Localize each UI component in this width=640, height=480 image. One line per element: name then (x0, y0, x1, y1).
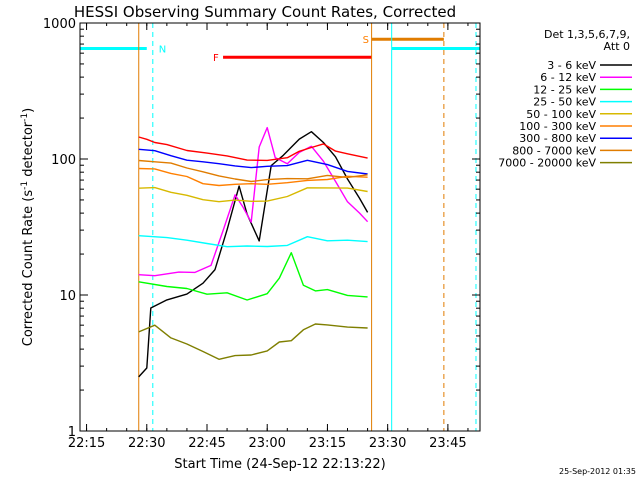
annotations: N F S (80, 23, 480, 431)
legend-label: 7000 - 20000 keV (498, 157, 596, 170)
legend-label: 50 - 100 keV (526, 108, 596, 121)
legend-header-line2: Att 0 (604, 40, 630, 53)
series-line (138, 186, 368, 203)
y-axis-label-sup1: -1 (20, 181, 30, 190)
legend-label: 12 - 25 keV (533, 83, 596, 96)
y-axis-label-mid: detector (21, 121, 36, 181)
chart-title: HESSI Observing Summary Count Rates, Cor… (74, 3, 456, 21)
series-line (138, 235, 368, 248)
y-axis-label-end: ) (21, 108, 36, 113)
series-layer (138, 126, 369, 378)
series-line (138, 159, 368, 183)
y-tick-label: 1 (68, 425, 76, 440)
y-axis-label-sup2: -1 (20, 113, 30, 122)
x-tick-label: 22:15 (68, 436, 105, 451)
x-tick-label: 23:30 (369, 436, 406, 451)
x-tick-label: 23:15 (309, 436, 346, 451)
series-line (138, 323, 368, 360)
legend-header-line1: Det 1,3,5,6,7,9, (544, 28, 630, 41)
legend-label: 25 - 50 keV (533, 96, 596, 109)
marker-label-s: S (363, 35, 369, 46)
y-axis-label-main: Corrected Count Rate (s (21, 190, 36, 347)
marker-label-f: F (213, 53, 219, 64)
y-axis-label: Corrected Count Rate (s-1 detector-1) (20, 108, 36, 346)
x-tick-label: 23:45 (429, 436, 466, 451)
y-axis: 1 10 100 1000 (43, 17, 480, 440)
y-tick-label: 1000 (43, 17, 76, 32)
legend-label: 100 - 300 keV (519, 120, 596, 133)
plot-frame (79, 22, 481, 432)
footer-timestamp: 25-Sep-2012 01:35 (559, 467, 636, 476)
x-tick-label: 22:45 (188, 436, 225, 451)
series-line (138, 148, 368, 175)
series-line (138, 167, 368, 187)
y-tick-label: 10 (59, 289, 76, 304)
x-tick-label: 23:00 (248, 436, 285, 451)
series-line (138, 136, 368, 162)
x-tick-label: 22:30 (128, 436, 165, 451)
x-axis: 22:15 22:30 22:45 23:00 23:15 23:30 23:45 (68, 23, 469, 451)
legend-label: 300 - 800 keV (519, 132, 596, 145)
y-tick-label: 100 (51, 153, 76, 168)
legend-label: 3 - 6 keV (547, 59, 596, 72)
marker-label-n: N (159, 44, 166, 55)
x-axis-label: Start Time (24-Sep-12 22:13:22) (174, 457, 385, 472)
legend-label: 6 - 12 keV (540, 71, 596, 84)
series-line (138, 130, 369, 378)
series-line (138, 251, 368, 301)
legend-label: 800 - 7000 keV (512, 144, 596, 157)
